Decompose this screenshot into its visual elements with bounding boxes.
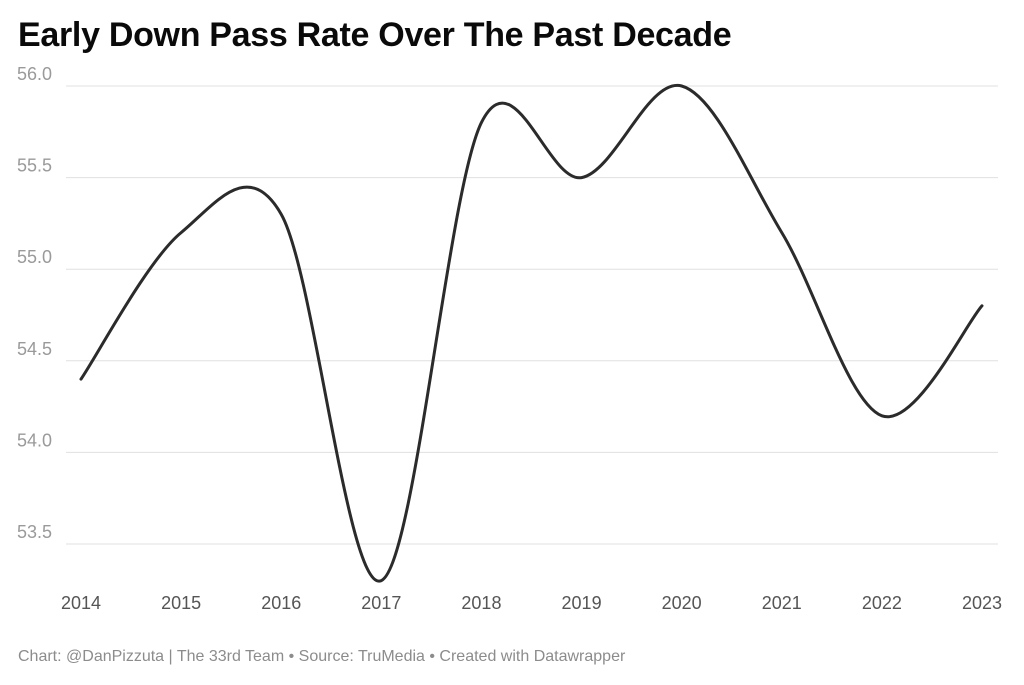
y-tick-label: 55.5 xyxy=(17,156,52,176)
y-tick-label: 53.5 xyxy=(17,522,52,542)
x-tick-label: 2015 xyxy=(161,593,201,613)
x-tick-label: 2021 xyxy=(762,593,802,613)
x-tick-label: 2017 xyxy=(361,593,401,613)
x-tick-label: 2022 xyxy=(862,593,902,613)
x-axis-ticks: 2014 2015 2016 2017 2018 2019 2020 2021 2022 2023 xyxy=(61,593,1002,613)
line-chart: 53.554.054.555.055.556.0 2014 2015 2016 201… xyxy=(17,64,1002,613)
y-axis-ticks: 53.5 54.0 54.5 55.0 55.5 56.0 xyxy=(17,64,52,542)
y-tick-label: 54.0 xyxy=(17,430,52,450)
y-tick-label: 54.5 xyxy=(17,339,52,359)
series-line xyxy=(79,84,984,583)
series-layer xyxy=(79,84,984,583)
x-tick-label: 2023 xyxy=(962,593,1002,613)
chart-title: Early Down Pass Rate Over The Past Decad… xyxy=(18,16,732,54)
chart-credit: Chart: @DanPizzuta | The 33rd Team • Sou… xyxy=(18,648,626,665)
x-tick-label: 2019 xyxy=(562,593,602,613)
y-tick-label: 56.0 xyxy=(17,64,52,84)
x-tick-label: 2020 xyxy=(662,593,702,613)
x-tick-label: 2018 xyxy=(461,593,501,613)
y-tick-label: 55.0 xyxy=(17,247,52,267)
x-tick-label: 2016 xyxy=(261,593,301,613)
gridlines xyxy=(66,85,998,545)
x-tick-label: 2014 xyxy=(61,593,101,613)
